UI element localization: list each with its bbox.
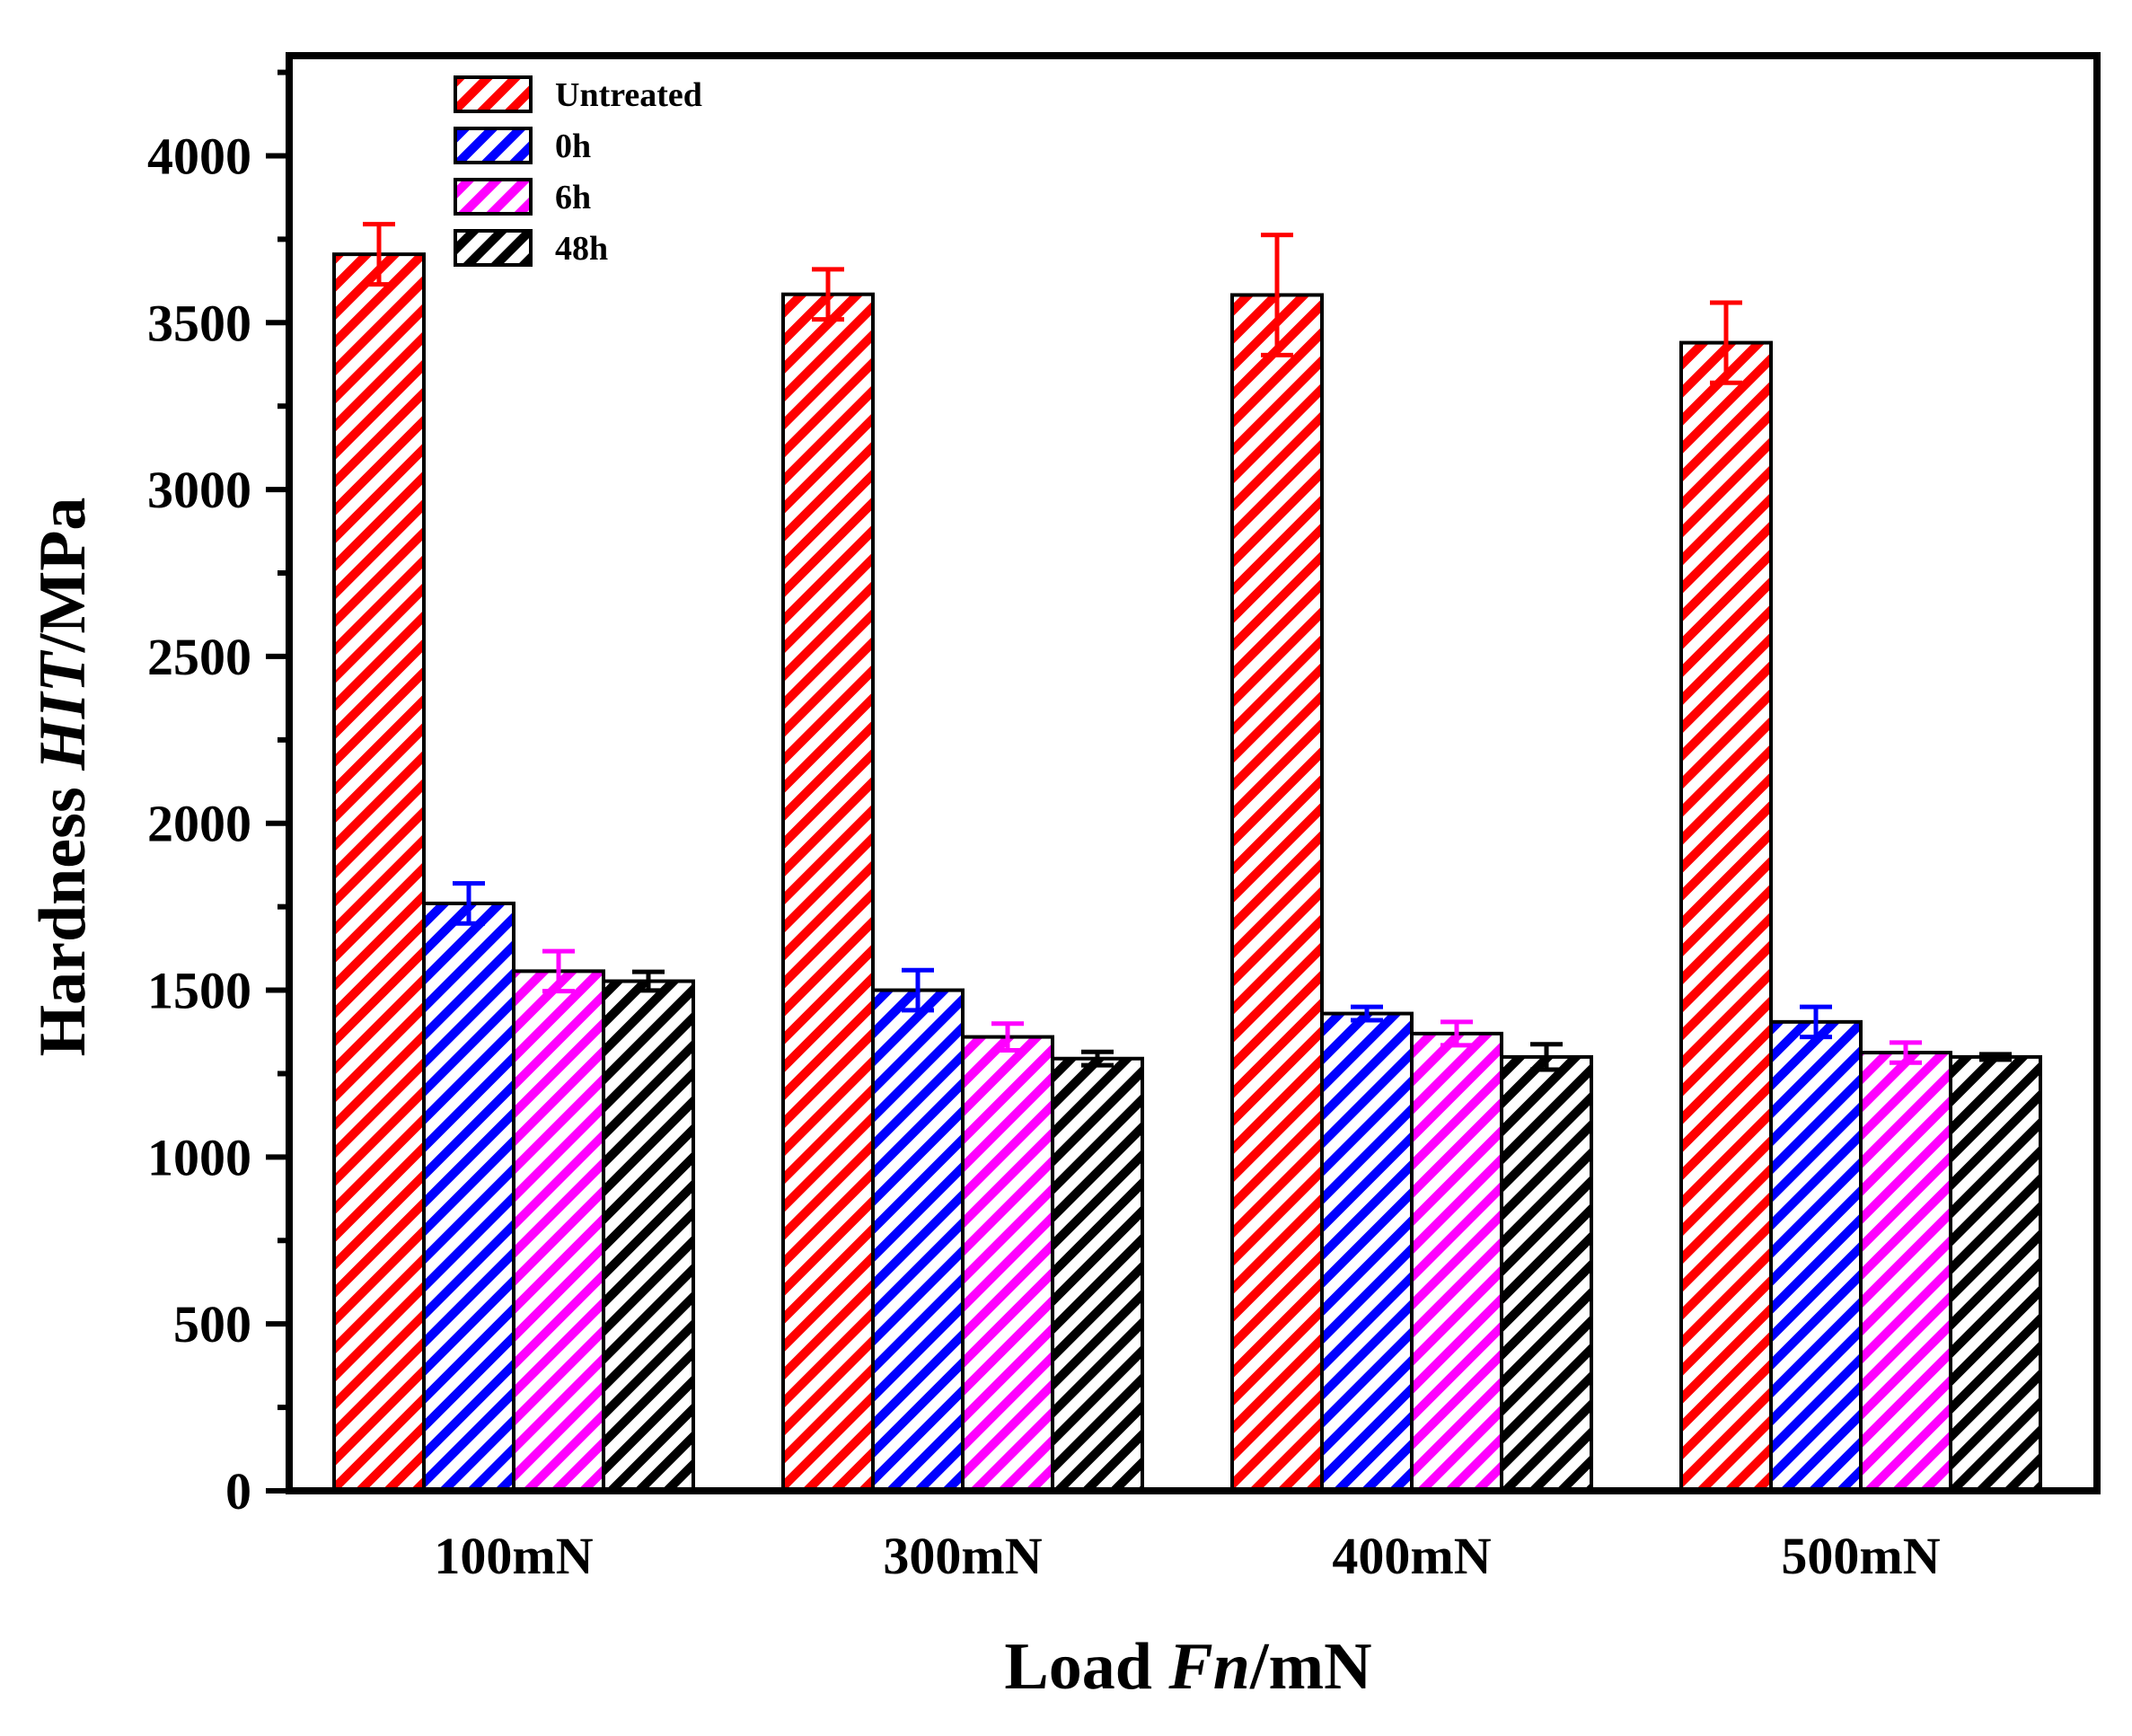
y-tick-label: 1500 [147,962,251,1020]
error-bar-untreated-100mn [363,222,395,287]
error-bar-0h-500mn [1800,1004,1832,1040]
bar-48h-100mn [602,979,695,1493]
bar-48h-400mn [1500,1054,1593,1493]
bars-layer [332,252,2042,1494]
bar-0h-300mn [871,988,965,1493]
legend-label-48h: 48h [555,230,608,268]
x-axis-title-variable: Fn [1167,1630,1250,1704]
axes-layer: 0 500 1000 1500 2000 2500 3000 3500 4000 100mN 300… [147,52,2101,1585]
plot-frame [286,52,2101,1494]
y-axis-title-prefix: Hardness [26,771,100,1057]
y-tick-label: 3000 [147,461,251,519]
x-tick-label: 400mN [1332,1527,1491,1585]
legend-swatch-6h [454,178,533,216]
y-axis-title-unit: /MPa [26,498,100,654]
y-tick-label: 2500 [147,628,251,686]
x-axis-title: Load Fn/mN [1004,1630,1371,1704]
error-bar-untreated-300mn [812,267,844,322]
bar-untreated-500mn [1679,340,1773,1494]
bar-6h-300mn [961,1035,1054,1493]
error-bar-0h-100mn [453,881,485,926]
error-bar-0h-300mn [902,967,934,1013]
error-bar-48h-400mn [1530,1042,1563,1072]
x-tick-label: 500mN [1781,1527,1940,1585]
error-bar-untreated-500mn [1710,300,1742,385]
error-bars-layer [363,222,2012,1072]
bar-48h-500mn [1949,1054,2042,1493]
error-bar-6h-300mn [991,1021,1024,1053]
bar-untreated-300mn [781,292,875,1493]
error-bar-6h-100mn [542,948,575,994]
bar-6h-500mn [1859,1051,1952,1494]
bar-0h-100mn [422,901,515,1493]
error-bar-6h-500mn [1890,1040,1922,1065]
x-axis-title-prefix: Load [1004,1630,1168,1704]
legend-label-0h: 0h [555,128,591,165]
bar-48h-300mn [1051,1056,1144,1493]
error-bar-6h-400mn [1440,1019,1473,1048]
y-tick-label: 0 [225,1462,251,1520]
x-tick-label: 300mN [883,1527,1042,1585]
error-bar-48h-100mn [632,969,665,993]
bar-untreated-100mn [332,252,426,1493]
bar-6h-400mn [1410,1031,1503,1493]
y-tick-label: 500 [173,1295,251,1353]
bar-0h-500mn [1769,1019,1863,1493]
legend-label-6h: 6h [555,179,591,216]
error-bar-48h-300mn [1081,1049,1114,1068]
bar-untreated-400mn [1230,293,1324,1494]
legend-swatch-untreated [454,75,533,113]
legend: Untreated 0h 6h 48h [454,75,702,268]
error-bar-untreated-400mn [1261,233,1293,357]
bar-0h-400mn [1320,1011,1414,1494]
x-axis-title-unit: /mN [1249,1630,1372,1704]
y-tick-label: 3500 [147,294,251,352]
legend-swatch-48h [454,229,533,267]
bar-6h-100mn [512,969,605,1493]
y-tick-label: 1000 [147,1128,251,1186]
x-tick-label: 100mN [434,1527,593,1585]
y-tick-label: 2000 [147,795,251,853]
error-bar-48h-500mn [1979,1052,2012,1062]
y-axis-title-variable: HIT [26,649,100,771]
y-tick-label: 4000 [147,127,251,185]
legend-swatch-0h [454,127,533,164]
error-bar-0h-400mn [1351,1004,1383,1023]
legend-label-untreated: Untreated [555,76,702,114]
y-axis-title: Hardness HIT/MPa [26,498,100,1057]
